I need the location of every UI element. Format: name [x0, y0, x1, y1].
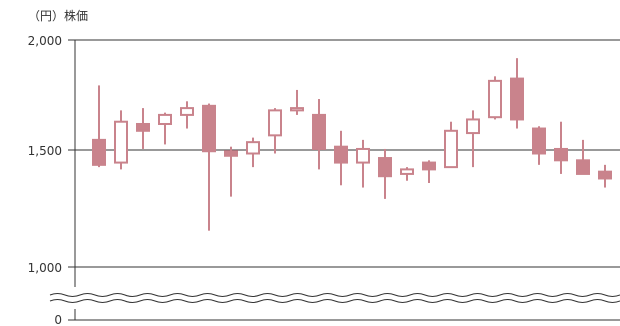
candle-body	[312, 113, 326, 150]
candle-7	[224, 146, 238, 197]
candle-4	[158, 112, 172, 145]
candle-12	[334, 130, 348, 186]
candle-body	[444, 129, 458, 169]
candle-body	[466, 118, 480, 135]
candle-20	[510, 58, 524, 129]
candle-3	[136, 108, 150, 149]
candle-1	[92, 85, 106, 168]
y-tick-label-1000: 1,000	[28, 261, 62, 275]
candle-body	[356, 147, 370, 164]
candle-body	[246, 141, 260, 155]
candle-17	[444, 121, 458, 169]
axis-break-wave-top	[49, 293, 620, 297]
candle-body	[400, 168, 414, 175]
axis-break-wave-bottom	[49, 299, 620, 303]
candle-19	[488, 76, 502, 120]
candle-body	[554, 147, 568, 162]
candle-9	[268, 108, 282, 154]
candle-8	[246, 137, 260, 168]
candle-body	[180, 107, 194, 116]
candle-body	[158, 113, 172, 125]
candle-body	[510, 77, 524, 121]
candle-2	[114, 110, 128, 170]
y-tick-label-1500: 1,500	[28, 144, 62, 158]
candle-body	[378, 157, 392, 178]
candle-body	[224, 150, 238, 157]
candle-14	[378, 148, 392, 199]
candle-23	[576, 139, 590, 175]
y-tick-label-0: 0	[54, 313, 62, 326]
candle-body	[422, 161, 436, 171]
candle-10	[290, 89, 304, 115]
y-tick-label-2000: 2,000	[28, 34, 62, 48]
candle-15	[400, 167, 414, 181]
axis-break	[49, 287, 620, 309]
candles-group	[92, 58, 612, 231]
candle-24	[598, 164, 612, 188]
candle-body	[136, 122, 150, 132]
candle-body	[290, 107, 304, 112]
candle-18	[466, 110, 480, 168]
y-axis-title: （円）株価	[28, 8, 88, 23]
candle-5	[180, 101, 194, 129]
candle-13	[356, 139, 370, 188]
axis-break-mask	[50, 287, 620, 309]
candle-21	[532, 126, 546, 165]
candle-body	[532, 127, 546, 155]
candle-6	[202, 103, 216, 231]
candle-body	[202, 104, 216, 153]
candle-22	[554, 121, 568, 174]
candle-body	[598, 170, 612, 180]
candle-body	[92, 138, 106, 166]
candle-body	[268, 109, 282, 137]
candle-body	[576, 159, 590, 175]
candle-11	[312, 99, 326, 170]
candle-body	[488, 79, 502, 119]
candle-body	[114, 120, 128, 164]
candle-16	[422, 160, 436, 184]
candle-body	[334, 145, 348, 164]
